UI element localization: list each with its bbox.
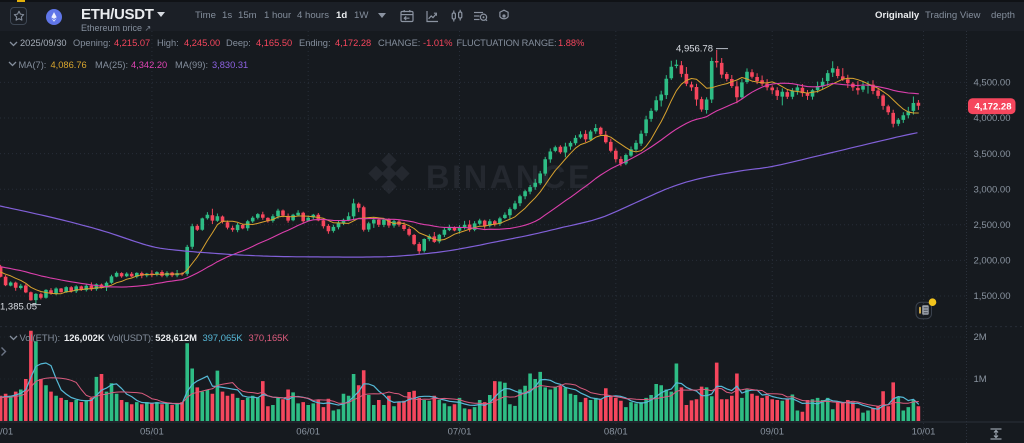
svg-text:/01: /01	[0, 427, 13, 438]
svg-text:08/01: 08/01	[604, 427, 628, 438]
svg-text:07/01: 07/01	[448, 427, 472, 438]
svg-text:1M: 1M	[974, 374, 987, 385]
svg-text:06/01: 06/01	[296, 427, 320, 438]
svg-text:05/01: 05/01	[140, 427, 164, 438]
svg-text:10/01: 10/01	[912, 427, 936, 438]
svg-text:1,500.00: 1,500.00	[974, 291, 1011, 302]
svg-text:2M: 2M	[974, 332, 987, 343]
svg-text:3,000.00: 3,000.00	[974, 184, 1011, 195]
svg-text:3,500.00: 3,500.00	[974, 149, 1011, 160]
svg-text:09/01: 09/01	[760, 427, 784, 438]
svg-text:4,956.78: 4,956.78	[676, 44, 713, 55]
svg-text:2,000.00: 2,000.00	[974, 256, 1011, 267]
svg-text:4,500.00: 4,500.00	[974, 78, 1011, 89]
svg-text:2,500.00: 2,500.00	[974, 220, 1011, 231]
svg-text:4,172.28: 4,172.28	[975, 102, 1012, 113]
svg-text:BINANCE: BINANCE	[426, 159, 592, 195]
svg-text:4,000.00: 4,000.00	[974, 113, 1011, 124]
svg-text:1,385.05: 1,385.05	[0, 302, 37, 313]
